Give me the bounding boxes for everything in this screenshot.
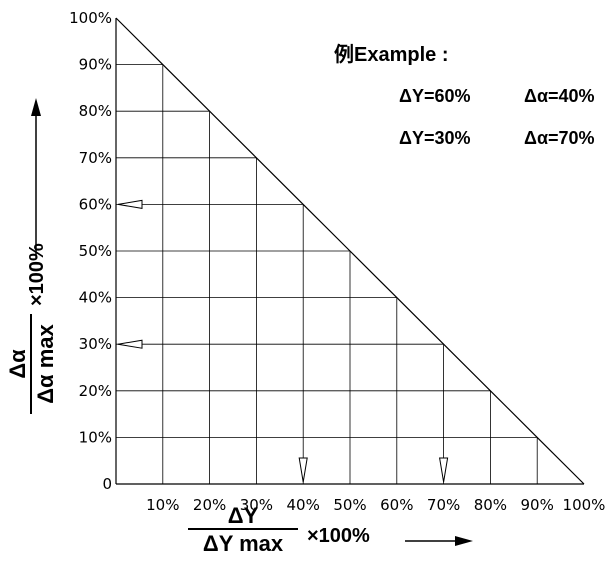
example-title: 例Example : — [334, 44, 449, 66]
y-tick-label: 0 — [102, 475, 112, 493]
y-tick-label: 90% — [79, 56, 112, 74]
annotations — [117, 199, 449, 483]
y-axis-arrow-icon — [31, 98, 41, 258]
annotation-arrow-down-icon — [439, 457, 449, 483]
x-tick-labels: 10% 20% 30% 40% 50% 60% 70% 80% 90% 100% — [146, 496, 605, 514]
y-tick-label: 40% — [79, 289, 112, 307]
y-tick-label: 100% — [69, 9, 112, 27]
example-1-delta-y: ΔY=60% — [399, 86, 471, 106]
x-tick-label: 20% — [193, 496, 226, 514]
annotation-arrow-left-icon — [117, 199, 143, 209]
y-axis-denominator: Δα max — [30, 314, 58, 414]
x-axis-formula: ΔY ΔY max — [188, 504, 298, 556]
series-line — [115, 17, 585, 485]
x-tick-label: 70% — [427, 496, 460, 514]
x-tick-label: 80% — [474, 496, 507, 514]
y-tick-label: 70% — [79, 149, 112, 167]
y-axis-numerator: Δα — [5, 349, 30, 379]
example-2-delta-y: ΔY=30% — [399, 128, 471, 148]
x-tick-label: 90% — [521, 496, 554, 514]
x-tick-label: 50% — [333, 496, 366, 514]
x-axis-numerator: ΔY — [227, 503, 259, 528]
x-tick-label: 40% — [287, 496, 320, 514]
y-tick-label: 30% — [79, 335, 112, 353]
x-tick-label: 60% — [380, 496, 413, 514]
x-tick-label: 30% — [240, 496, 273, 514]
y-tick-label: 10% — [79, 428, 112, 446]
y-tick-labels: 0 10% 20% 30% 40% 50% 60% 70% 80% 90% 100% — [69, 9, 112, 493]
grid-lines — [115, 18, 584, 485]
annotation-arrow-down-icon — [298, 457, 308, 483]
x-axis-factor: ×100% — [307, 525, 370, 547]
x-axis-denominator: ΔY max — [188, 528, 298, 556]
x-axis-arrow-icon — [405, 536, 473, 546]
y-tick-label: 20% — [79, 382, 112, 400]
annotation-arrow-left-icon — [117, 339, 143, 349]
y-axis-formula: Δα Δα max — [5, 314, 58, 414]
y-tick-label: 60% — [79, 195, 112, 213]
x-tick-label: 100% — [563, 496, 606, 514]
series-line-diagonal — [115, 17, 585, 485]
y-tick-label: 50% — [79, 242, 112, 260]
example-2-delta-alpha: Δα=70% — [524, 128, 595, 148]
y-tick-label: 80% — [79, 102, 112, 120]
example-1-delta-alpha: Δα=40% — [524, 86, 595, 106]
x-tick-label: 10% — [146, 496, 179, 514]
